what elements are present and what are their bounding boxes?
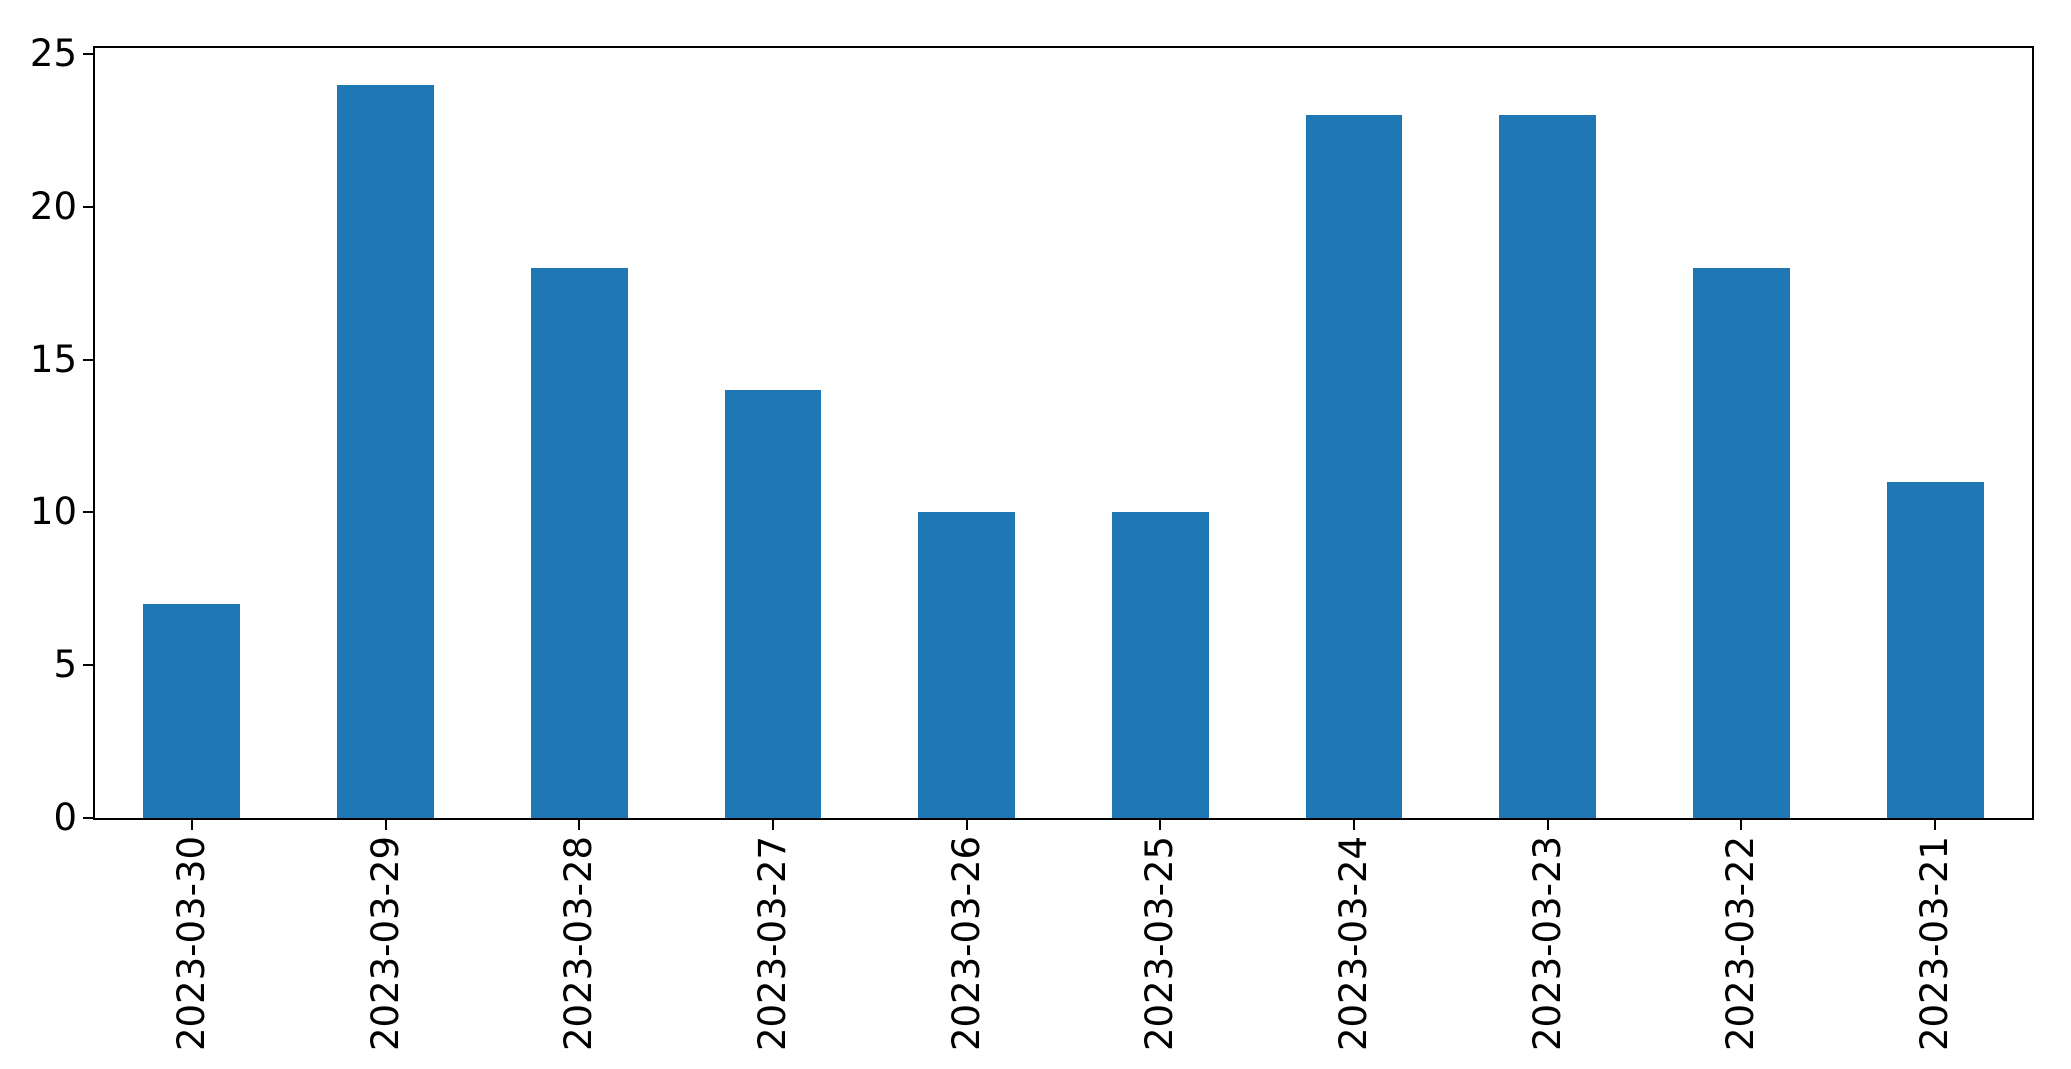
y-tick: [83, 358, 95, 361]
bar: [530, 268, 628, 818]
x-tick: [190, 818, 193, 830]
bar: [1499, 115, 1597, 818]
bar: [1886, 481, 1984, 818]
plot-area: [93, 46, 2034, 820]
x-tick-label: 2023-03-29: [363, 836, 407, 1052]
y-tick: [83, 53, 95, 56]
x-tick-label: 2023-03-24: [1332, 836, 1376, 1052]
bar: [337, 84, 434, 818]
x-tick-label: 2023-03-27: [750, 836, 794, 1052]
x-tick-label: 2023-03-26: [944, 836, 988, 1052]
x-tick: [1934, 818, 1937, 830]
y-tick: [83, 817, 95, 819]
x-tick-label: 2023-03-23: [1525, 836, 1569, 1052]
x-tick-label: 2023-03-22: [1719, 836, 1763, 1052]
y-tick: [83, 664, 95, 667]
bar: [1693, 268, 1790, 818]
bar: [1111, 512, 1209, 818]
x-tick: [965, 818, 968, 830]
bar: [1305, 115, 1403, 818]
x-tick: [771, 818, 774, 830]
y-tick-label: 25: [29, 32, 77, 76]
x-tick: [1740, 818, 1743, 830]
y-tick-label: 5: [53, 643, 77, 687]
y-tick-label: 15: [29, 337, 77, 381]
x-tick: [1159, 818, 1162, 830]
y-tick: [83, 205, 95, 208]
y-tick-label: 20: [29, 184, 77, 228]
x-tick-label: 2023-03-25: [1138, 836, 1182, 1052]
x-tick: [384, 818, 387, 830]
y-tick-label: 0: [53, 796, 77, 839]
y-tick-label: 10: [29, 490, 77, 534]
bar: [143, 604, 241, 818]
x-tick: [578, 818, 581, 830]
y-tick: [83, 511, 95, 514]
bar: [918, 512, 1016, 818]
x-tick-label: 2023-03-28: [557, 836, 601, 1052]
x-tick: [1546, 818, 1549, 830]
bar: [724, 390, 822, 818]
x-tick: [1353, 818, 1356, 830]
x-tick-label: 2023-03-21: [1913, 836, 1957, 1052]
x-tick-label: 2023-03-30: [169, 836, 213, 1052]
